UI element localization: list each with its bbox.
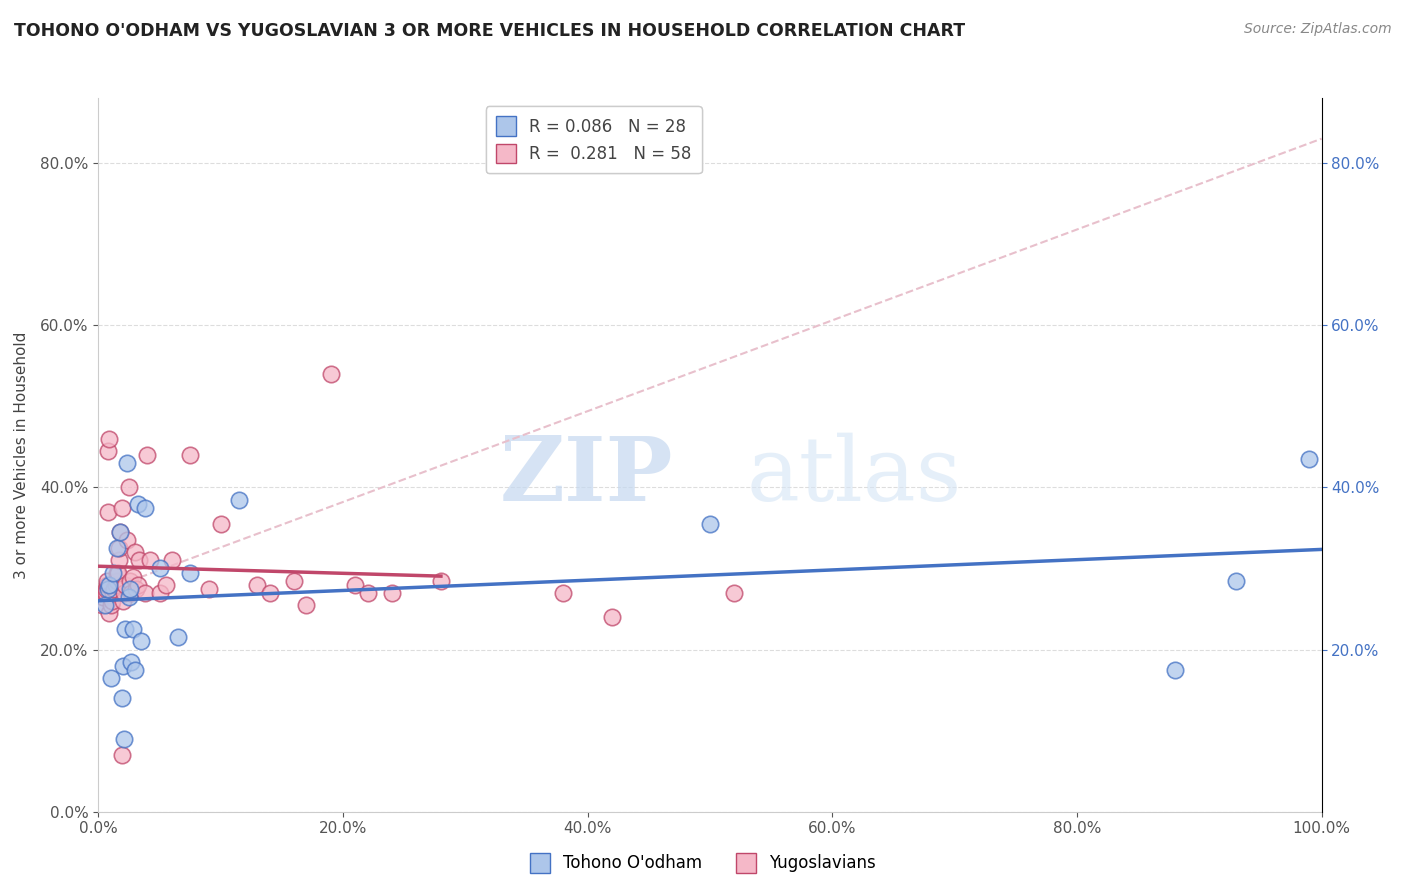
Point — [114, 622, 136, 636]
Point — [114, 577, 136, 591]
Point — [167, 631, 190, 645]
Point — [155, 577, 177, 591]
Point — [101, 566, 124, 580]
Point — [93, 598, 115, 612]
Point — [91, 598, 114, 612]
Point — [111, 500, 134, 515]
Point — [103, 582, 125, 596]
Point — [111, 658, 134, 673]
Point — [104, 577, 127, 591]
Point — [129, 634, 152, 648]
Point — [160, 553, 183, 567]
Point — [134, 586, 156, 600]
Point — [149, 586, 172, 600]
Point — [179, 566, 201, 580]
Point — [1164, 663, 1187, 677]
Point — [97, 582, 120, 596]
Point — [108, 553, 131, 567]
Point — [112, 731, 135, 746]
Point — [128, 553, 150, 567]
Point — [209, 516, 232, 531]
Point — [118, 590, 141, 604]
Text: TOHONO O'ODHAM VS YUGOSLAVIAN 3 OR MORE VEHICLES IN HOUSEHOLD CORRELATION CHART: TOHONO O'ODHAM VS YUGOSLAVIAN 3 OR MORE … — [14, 22, 965, 40]
Point — [94, 582, 117, 596]
Point — [553, 586, 575, 600]
Y-axis label: 3 or more Vehicles in Household: 3 or more Vehicles in Household — [14, 331, 30, 579]
Point — [197, 582, 219, 596]
Point — [98, 606, 121, 620]
Point — [259, 586, 281, 600]
Point — [111, 747, 134, 762]
Point — [120, 655, 142, 669]
Legend: R = 0.086   N = 28, R =  0.281   N = 58: R = 0.086 N = 28, R = 0.281 N = 58 — [486, 106, 702, 173]
Text: Source: ZipAtlas.com: Source: ZipAtlas.com — [1244, 22, 1392, 37]
Point — [118, 480, 141, 494]
Point — [344, 577, 367, 591]
Point — [107, 566, 129, 580]
Point — [246, 577, 269, 591]
Point — [120, 586, 142, 600]
Point — [110, 524, 132, 539]
Point — [228, 492, 250, 507]
Point — [723, 586, 745, 600]
Point — [93, 586, 115, 600]
Point — [295, 598, 318, 612]
Text: ZIP: ZIP — [501, 433, 673, 520]
Point — [121, 622, 143, 636]
Point — [115, 456, 138, 470]
Point — [112, 586, 135, 600]
Point — [101, 586, 124, 600]
Point — [96, 577, 118, 591]
Point — [96, 574, 118, 588]
Point — [136, 448, 159, 462]
Point — [105, 566, 128, 580]
Point — [91, 590, 114, 604]
Point — [94, 586, 117, 600]
Point — [356, 586, 378, 600]
Point — [125, 582, 148, 596]
Point — [110, 524, 132, 539]
Text: atlas: atlas — [747, 433, 962, 520]
Point — [111, 594, 134, 608]
Point — [97, 505, 120, 519]
Point — [139, 553, 162, 567]
Point — [149, 561, 172, 575]
Point — [124, 663, 146, 677]
Point — [121, 569, 143, 583]
Point — [127, 577, 149, 591]
Point — [283, 574, 305, 588]
Point — [600, 610, 623, 624]
Point — [381, 586, 404, 600]
Point — [134, 500, 156, 515]
Point — [103, 582, 125, 596]
Point — [98, 577, 121, 591]
Point — [105, 541, 128, 556]
Point — [127, 497, 149, 511]
Legend: Tohono O'odham, Yugoslavians: Tohono O'odham, Yugoslavians — [523, 847, 883, 880]
Point — [98, 432, 121, 446]
Point — [111, 691, 134, 706]
Point — [115, 533, 138, 547]
Point — [105, 574, 128, 588]
Point — [120, 582, 142, 596]
Point — [319, 367, 342, 381]
Point — [1298, 452, 1320, 467]
Point — [101, 594, 124, 608]
Point — [699, 516, 721, 531]
Point — [100, 671, 122, 685]
Point — [120, 574, 142, 588]
Point — [124, 545, 146, 559]
Point — [108, 541, 131, 556]
Point — [100, 598, 122, 612]
Point — [1225, 574, 1247, 588]
Point — [97, 443, 120, 458]
Point — [179, 448, 201, 462]
Point — [430, 574, 453, 588]
